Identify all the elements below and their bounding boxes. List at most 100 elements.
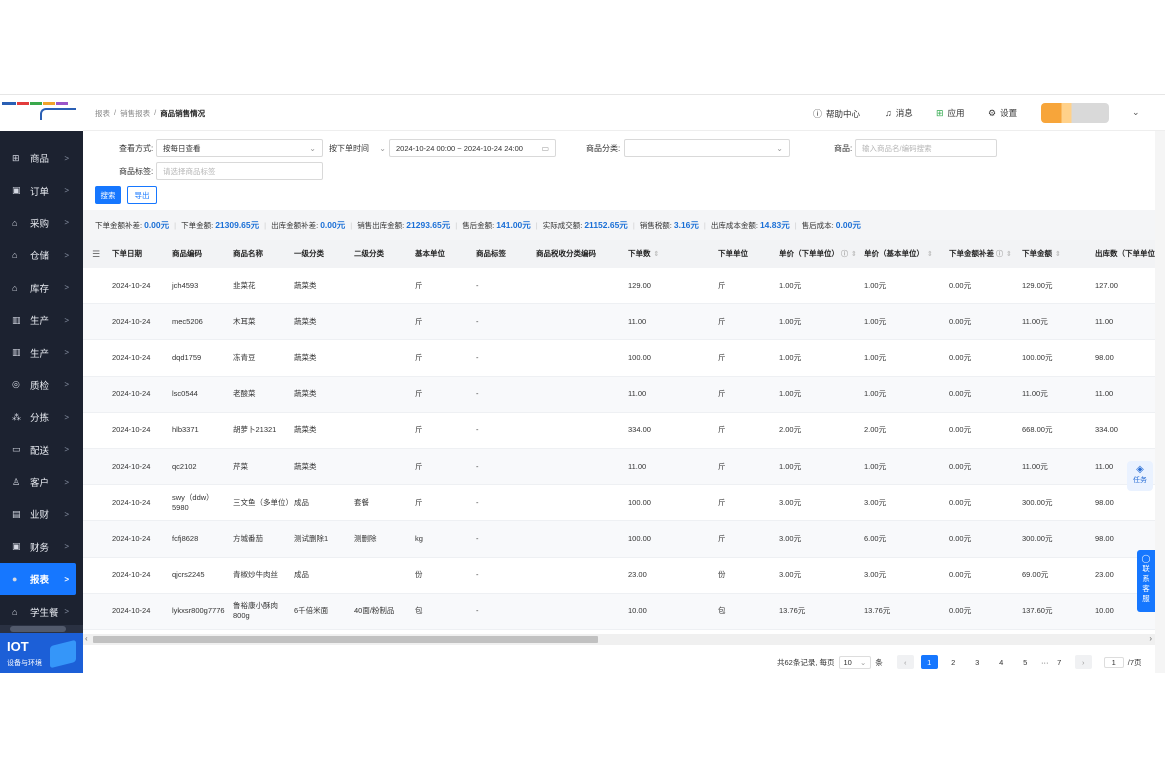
user-avatar[interactable] <box>1041 103 1109 123</box>
breadcrumb-sales-report[interactable]: 销售报表 <box>120 109 151 118</box>
search-button[interactable]: 搜索 <box>95 186 121 204</box>
column-header[interactable]: 基本单位 <box>415 249 445 259</box>
column-header[interactable]: 商品编码 <box>172 249 202 259</box>
table-cell: 斤 <box>415 280 423 290</box>
sidebar-item[interactable]: ⌂ 库存 > <box>0 272 83 304</box>
table-cell: 2024-10-24 <box>112 280 151 290</box>
summary-value: 0.00元 <box>835 220 861 230</box>
tag-select[interactable]: 请选择商品标签 <box>156 162 323 180</box>
goto-page-input[interactable]: 1 <box>1103 656 1124 668</box>
column-header[interactable]: 商品税收分类编码 <box>536 249 596 259</box>
sort-icon[interactable]: ⇕ <box>927 250 933 258</box>
scroll-left-icon[interactable]: ‹ <box>85 634 88 643</box>
column-header[interactable]: 商品名称 <box>233 249 263 259</box>
task-widget[interactable]: ◈ 任务 <box>1127 461 1153 491</box>
sidebar-scrollbar[interactable] <box>0 625 83 633</box>
calendar-icon: ▭ <box>541 143 549 153</box>
date-range-picker[interactable]: 2024-10-24 00:00 ~ 2024-10-24 24:00 ▭ <box>389 139 556 157</box>
column-header[interactable]: 单价（下单单位） ⓘ ⇕ <box>779 249 857 260</box>
prev-page-button[interactable]: ‹ <box>896 655 914 669</box>
sidebar-item[interactable]: ⊞ 商品 > <box>0 142 83 174</box>
breadcrumb-separator: / <box>114 108 117 117</box>
table-cell: 成品 <box>294 497 309 507</box>
column-header[interactable]: 单价（基本单位） ⇕ <box>864 249 933 260</box>
table-row[interactable]: 2024-10-24 swy（ddw）5980 三文鱼（多单位） 成品 套餐 斤 - 100.… <box>83 485 1155 522</box>
summary-value: 141.00元 <box>496 220 531 230</box>
iot-banner[interactable]: IOT 设备与环境 <box>0 633 83 673</box>
page-number[interactable]: 5 <box>1023 657 1028 667</box>
sort-icon[interactable]: ⇕ <box>1055 250 1061 258</box>
table-cell: - <box>476 497 479 507</box>
column-header[interactable]: 下单金额补差 ⓘ ⇕ <box>949 249 1012 260</box>
sidebar-item[interactable]: ▤ 业财 > <box>0 498 83 530</box>
column-header[interactable]: 下单金额 ⇕ <box>1022 249 1061 260</box>
sidebar-item-label: 订单 <box>30 186 50 198</box>
table-cell: 10.00 <box>1095 606 1114 616</box>
sort-icon[interactable]: ⇕ <box>851 250 857 258</box>
table-cell: 2024-10-24 <box>112 497 151 507</box>
messages-link[interactable]: ♫ 消息 <box>885 107 913 119</box>
sidebar-item[interactable]: ▭ 配送 > <box>0 434 83 466</box>
column-header[interactable]: 二级分类 <box>354 249 384 259</box>
time-type-select[interactable]: 按下单时间 ⌄ <box>329 143 386 154</box>
sidebar-item[interactable]: ▣ 订单 > <box>0 174 83 206</box>
sidebar-item[interactable]: ▣ 财务 > <box>0 531 83 563</box>
table-row[interactable]: 2024-10-24 qjcrs2245 青椒炒牛肉丝 成品 份 - 23.00 份 3.00元… <box>83 558 1155 594</box>
product-search-input[interactable]: 输入商品名/编码搜索 <box>855 139 997 157</box>
table-cell: 100.00 <box>628 497 651 507</box>
table-row[interactable]: 2024-10-24 jch4593 韭菜花 蔬菜类 斤 - 129.00 斤 1.00元 1.0… <box>83 268 1155 305</box>
column-header[interactable]: 下单数 ⇕ <box>628 249 659 260</box>
column-header[interactable]: 商品标签 <box>476 249 506 259</box>
page-number[interactable]: 3 <box>975 657 980 667</box>
horizontal-scrollbar[interactable]: ‹ › <box>83 634 1155 645</box>
page-number[interactable]: 7 <box>1057 657 1062 667</box>
table-row[interactable]: 2024-10-24 dqd1759 冻青豆 蔬菜类 斤 - 100.00 斤 1.00元 1.0… <box>83 340 1155 377</box>
sidebar-item[interactable]: ♙ 客户 > <box>0 466 83 498</box>
sidebar-item[interactable]: ⌂ 学生餐 > <box>0 595 83 627</box>
table-row[interactable]: 2024-10-24 fcfj8628 方城番茄 测试删除1 测删除 kg - 100.00 斤… <box>83 521 1155 558</box>
page-number[interactable]: 4 <box>999 657 1004 667</box>
apps-link[interactable]: ⊞ 应用 <box>936 107 965 119</box>
column-header[interactable]: 出库数（下单单位） <box>1095 249 1155 259</box>
table-row[interactable]: 2024-10-24 hlb3371 胡萝卜21321 蔬菜类 斤 - 334.00 斤 2.0… <box>83 413 1155 449</box>
sort-icon[interactable]: ⇕ <box>653 250 660 258</box>
category-select[interactable]: ⌄ <box>624 139 790 157</box>
scroll-right-icon[interactable]: › <box>1149 634 1152 643</box>
column-header[interactable]: 下单日期 <box>112 249 142 259</box>
contact-support-button[interactable]: ◯ 联 系 客 服 <box>1137 550 1155 612</box>
column-settings-icon[interactable]: ☰ <box>92 249 101 259</box>
sidebar-item[interactable]: ⌂ 采购 > <box>0 207 83 239</box>
sidebar-item[interactable]: ⌂ 仓储 > <box>0 239 83 271</box>
table-cell: 11.00元 <box>1022 316 1048 326</box>
sort-icon[interactable]: ⇕ <box>1006 250 1012 258</box>
table-row[interactable]: 2024-10-24 qc2102 芹菜 蔬菜类 斤 - 11.00 斤 1.00元 1.00元 0… <box>83 449 1155 486</box>
column-header[interactable]: 下单单位 <box>718 249 748 259</box>
table-cell: 13.76元 <box>864 606 891 616</box>
sidebar-item-label: 财务 <box>30 542 50 554</box>
help-center-link[interactable]: ⓘ 帮助中心 <box>813 107 860 120</box>
page-size-select[interactable]: 10 ⌄ <box>838 655 872 669</box>
sales-table: ☰ 下单日期 商品编码 商品名称 一级分类 二级分类 基本单位 商品标签 商品税收分类编码 下单… <box>83 240 1155 634</box>
table-cell: 老酸菜 <box>233 389 256 399</box>
table-cell: 冻青豆 <box>233 352 256 362</box>
export-button[interactable]: 导出 <box>127 186 157 204</box>
column-header[interactable]: 一级分类 <box>294 249 324 259</box>
next-page-button[interactable]: › <box>1074 655 1092 669</box>
chevron-down-icon[interactable]: ⌄ <box>1132 107 1140 117</box>
breadcrumb-report[interactable]: 报表 <box>95 109 110 118</box>
table-row[interactable]: 2024-10-24 lykxsr800g7776 鲁裕康小酥肉800g 6千倍米面 4… <box>83 593 1155 630</box>
sidebar-item[interactable]: ● 报表 > <box>0 563 76 596</box>
table-row[interactable]: 2024-10-24 lsc0544 老酸菜 蔬菜类 斤 - 11.00 斤 1.00元 1.00… <box>83 376 1155 413</box>
table-cell: 包 <box>718 606 726 616</box>
sidebar-item[interactable]: ▥ 生产 > <box>0 336 83 368</box>
view-mode-select[interactable]: 按每日查看 ⌄ <box>156 139 323 157</box>
table-row[interactable]: 2024-10-24 mec5206 木耳菜 蔬菜类 斤 - 11.00 斤 1.00元 1.00… <box>83 304 1155 341</box>
sidebar-item[interactable]: ▥ 生产 > <box>0 304 83 336</box>
vertical-scrollbar[interactable] <box>1155 131 1165 673</box>
sidebar-item[interactable]: ⁂ 分拣 > <box>0 401 83 433</box>
page-number[interactable]: 1 <box>920 655 938 669</box>
page-number[interactable]: 2 <box>951 657 956 667</box>
page-number[interactable]: ··· <box>1041 657 1049 667</box>
settings-link[interactable]: ⚙ 设置 <box>988 107 1017 119</box>
sidebar-item[interactable]: ◎ 质检 > <box>0 369 83 401</box>
